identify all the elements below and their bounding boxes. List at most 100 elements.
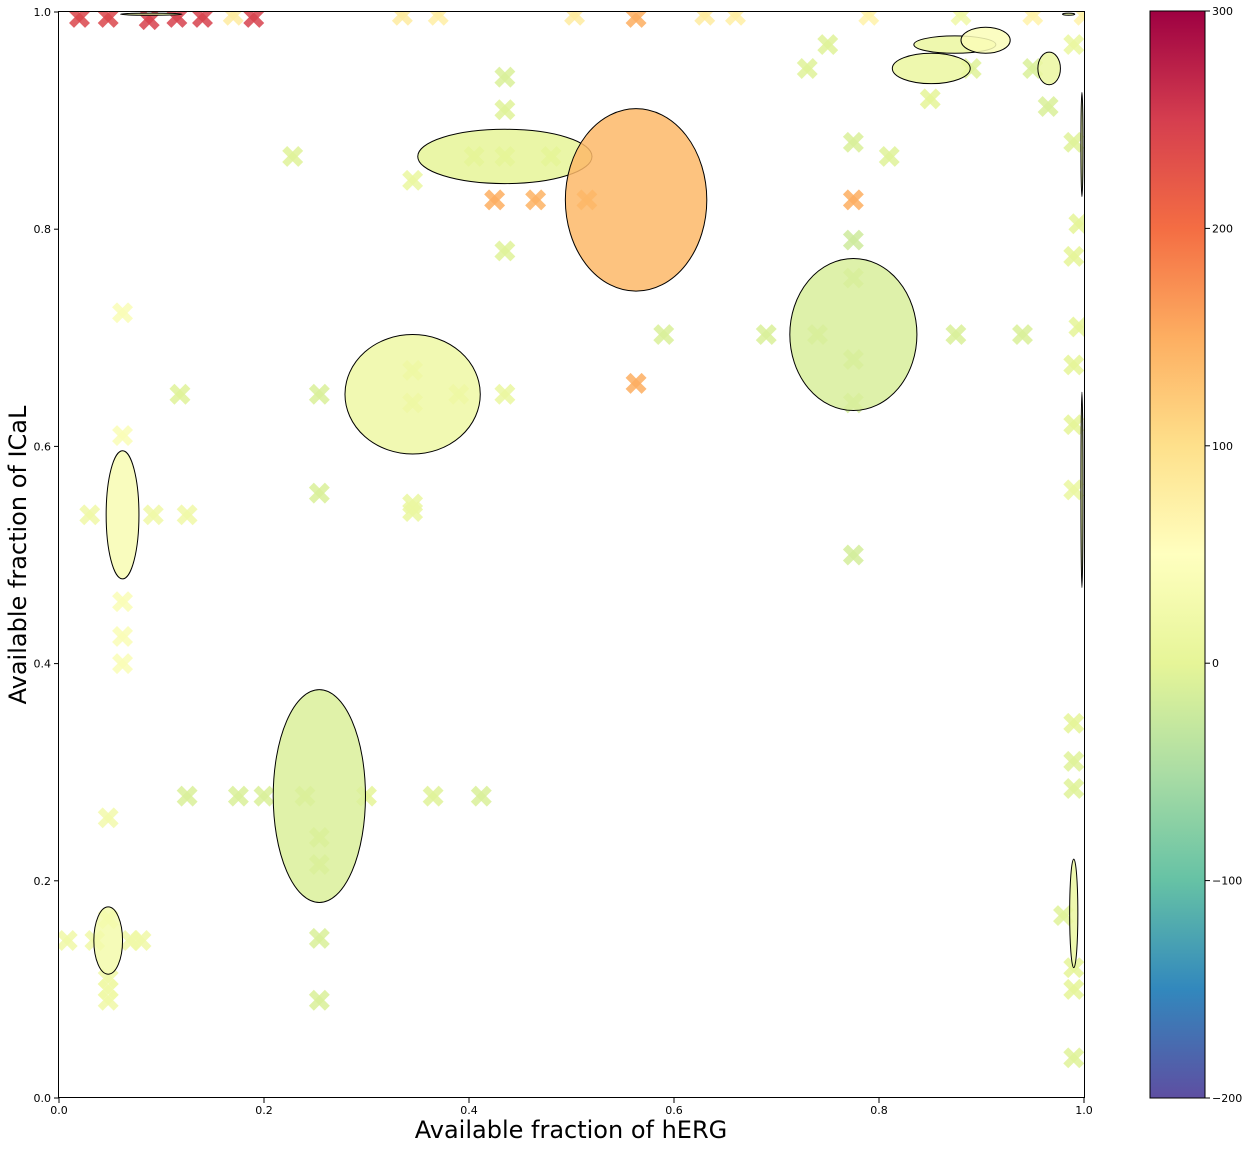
data-point-x-marker bbox=[112, 302, 134, 324]
data-point-x-marker bbox=[1053, 905, 1074, 927]
data-point-x-marker bbox=[176, 504, 198, 526]
y-tick-label: 0.2 bbox=[34, 875, 52, 888]
data-point-x-marker bbox=[1063, 778, 1084, 799]
data-point-x-marker bbox=[227, 785, 249, 807]
data-point-x-marker bbox=[1068, 316, 1084, 338]
data-point-x-marker bbox=[878, 145, 900, 167]
data-point-x-marker bbox=[1063, 354, 1084, 376]
data-point-x-marker bbox=[950, 12, 972, 26]
colorbar: −200 −100 0 100 200 300 bbox=[1149, 5, 1242, 1105]
confidence-ellipse bbox=[1037, 51, 1061, 86]
confidence-ellipse bbox=[1080, 391, 1084, 589]
data-point-x-marker bbox=[1063, 245, 1084, 267]
confidence-ellipse bbox=[891, 52, 971, 85]
data-point-x-marker bbox=[494, 99, 516, 121]
data-point-x-marker bbox=[308, 989, 330, 1011]
colorbar-tick-label: −100 bbox=[1212, 875, 1242, 888]
data-point-x-marker bbox=[422, 785, 444, 807]
confidence-ellipse bbox=[120, 12, 183, 16]
confidence-ellipse bbox=[93, 906, 124, 975]
confidence-ellipse bbox=[960, 26, 1011, 54]
x-tick-label: 0.4 bbox=[460, 1104, 478, 1117]
data-point-x-marker bbox=[694, 12, 716, 26]
data-point-x-marker bbox=[1063, 131, 1084, 153]
data-point-x-marker bbox=[169, 383, 191, 405]
data-point-x-marker bbox=[1063, 750, 1084, 772]
colorbar-tick-label: 100 bbox=[1212, 440, 1233, 453]
y-tick-label: 0.8 bbox=[34, 223, 52, 236]
x-tick-label: 0.2 bbox=[255, 1104, 273, 1117]
confidence-ellipse bbox=[417, 128, 593, 185]
data-point-x-marker bbox=[112, 653, 134, 675]
y-axis: 0.0 0.2 0.4 0.6 0.8 1.0 bbox=[34, 6, 59, 1105]
data-point-x-marker bbox=[308, 927, 330, 949]
data-point-x-marker bbox=[112, 625, 134, 647]
data-point-x-marker bbox=[945, 324, 967, 346]
data-point-x-marker bbox=[69, 12, 90, 28]
data-point-x-marker bbox=[1073, 12, 1084, 26]
data-point-x-marker bbox=[427, 12, 449, 26]
data-point-x-marker bbox=[402, 501, 424, 523]
data-point-x-marker bbox=[1063, 34, 1084, 56]
data-point-x-marker bbox=[97, 807, 119, 829]
data-point-x-marker bbox=[1063, 1047, 1084, 1069]
data-point-x-marker bbox=[282, 145, 304, 167]
colorbar-tick-label: 200 bbox=[1212, 222, 1233, 235]
data-point-x-marker bbox=[1063, 978, 1084, 1000]
confidence-ellipse bbox=[1061, 12, 1076, 16]
data-point-x-marker bbox=[253, 785, 275, 807]
data-point-x-marker bbox=[625, 12, 647, 28]
data-point-x-marker bbox=[97, 12, 119, 28]
colorbar-gradient bbox=[1149, 10, 1206, 1099]
data-point-x-marker bbox=[112, 591, 134, 613]
data-point-x-marker bbox=[402, 169, 424, 191]
y-tick-label: 0.6 bbox=[34, 440, 52, 453]
data-point-x-marker bbox=[1063, 712, 1084, 734]
data-point-x-marker bbox=[59, 930, 78, 952]
confidence-ellipse bbox=[789, 258, 918, 412]
data-point-x-marker bbox=[842, 229, 864, 251]
data-point-x-marker bbox=[176, 785, 198, 807]
confidence-ellipse bbox=[1069, 858, 1079, 969]
data-point-x-marker bbox=[391, 12, 413, 26]
data-point-x-marker bbox=[1063, 479, 1084, 501]
data-point-x-marker bbox=[919, 88, 941, 110]
x-axis: 0.0 0.2 0.4 0.6 0.8 1.0 bbox=[50, 1098, 1093, 1117]
plot-frame bbox=[58, 11, 1085, 1098]
ellipses-layer bbox=[93, 12, 1084, 975]
colorbar-tick-label: −200 bbox=[1212, 1092, 1242, 1105]
data-point-x-marker bbox=[494, 383, 516, 405]
data-point-x-marker bbox=[653, 324, 675, 346]
data-point-x-marker bbox=[625, 372, 647, 394]
data-point-x-marker bbox=[525, 189, 547, 211]
data-point-x-marker bbox=[817, 34, 839, 56]
confidence-ellipse bbox=[105, 450, 140, 580]
data-point-x-marker bbox=[755, 324, 777, 346]
confidence-ellipse bbox=[272, 689, 366, 904]
data-point-x-marker bbox=[243, 12, 265, 28]
confidence-ellipse bbox=[344, 334, 481, 455]
confidence-ellipse bbox=[564, 108, 708, 292]
data-point-x-marker bbox=[222, 12, 244, 26]
data-point-x-marker bbox=[725, 12, 746, 26]
x-tick-label: 0.6 bbox=[665, 1104, 683, 1117]
data-point-x-marker bbox=[484, 189, 506, 211]
data-point-x-marker bbox=[1037, 96, 1059, 117]
x-axis-label: Available fraction of hERG bbox=[415, 1116, 728, 1144]
y-axis-label: Available fraction of ICaL bbox=[4, 405, 32, 704]
data-point-x-marker bbox=[564, 12, 586, 26]
data-point-x-marker bbox=[79, 504, 101, 526]
x-tick-label: 0.8 bbox=[870, 1104, 888, 1117]
data-point-x-marker bbox=[112, 425, 134, 447]
data-point-x-marker bbox=[1012, 324, 1033, 346]
data-point-x-marker bbox=[166, 12, 188, 28]
data-point-x-marker bbox=[470, 785, 492, 807]
data-point-x-marker bbox=[130, 930, 152, 952]
y-tick-label: 0.4 bbox=[34, 658, 52, 671]
data-point-x-marker bbox=[1063, 414, 1084, 436]
data-point-x-marker bbox=[142, 504, 164, 526]
confidence-ellipse bbox=[1080, 91, 1084, 198]
data-point-x-marker bbox=[494, 66, 516, 88]
colorbar-tick-label: 300 bbox=[1212, 5, 1233, 18]
